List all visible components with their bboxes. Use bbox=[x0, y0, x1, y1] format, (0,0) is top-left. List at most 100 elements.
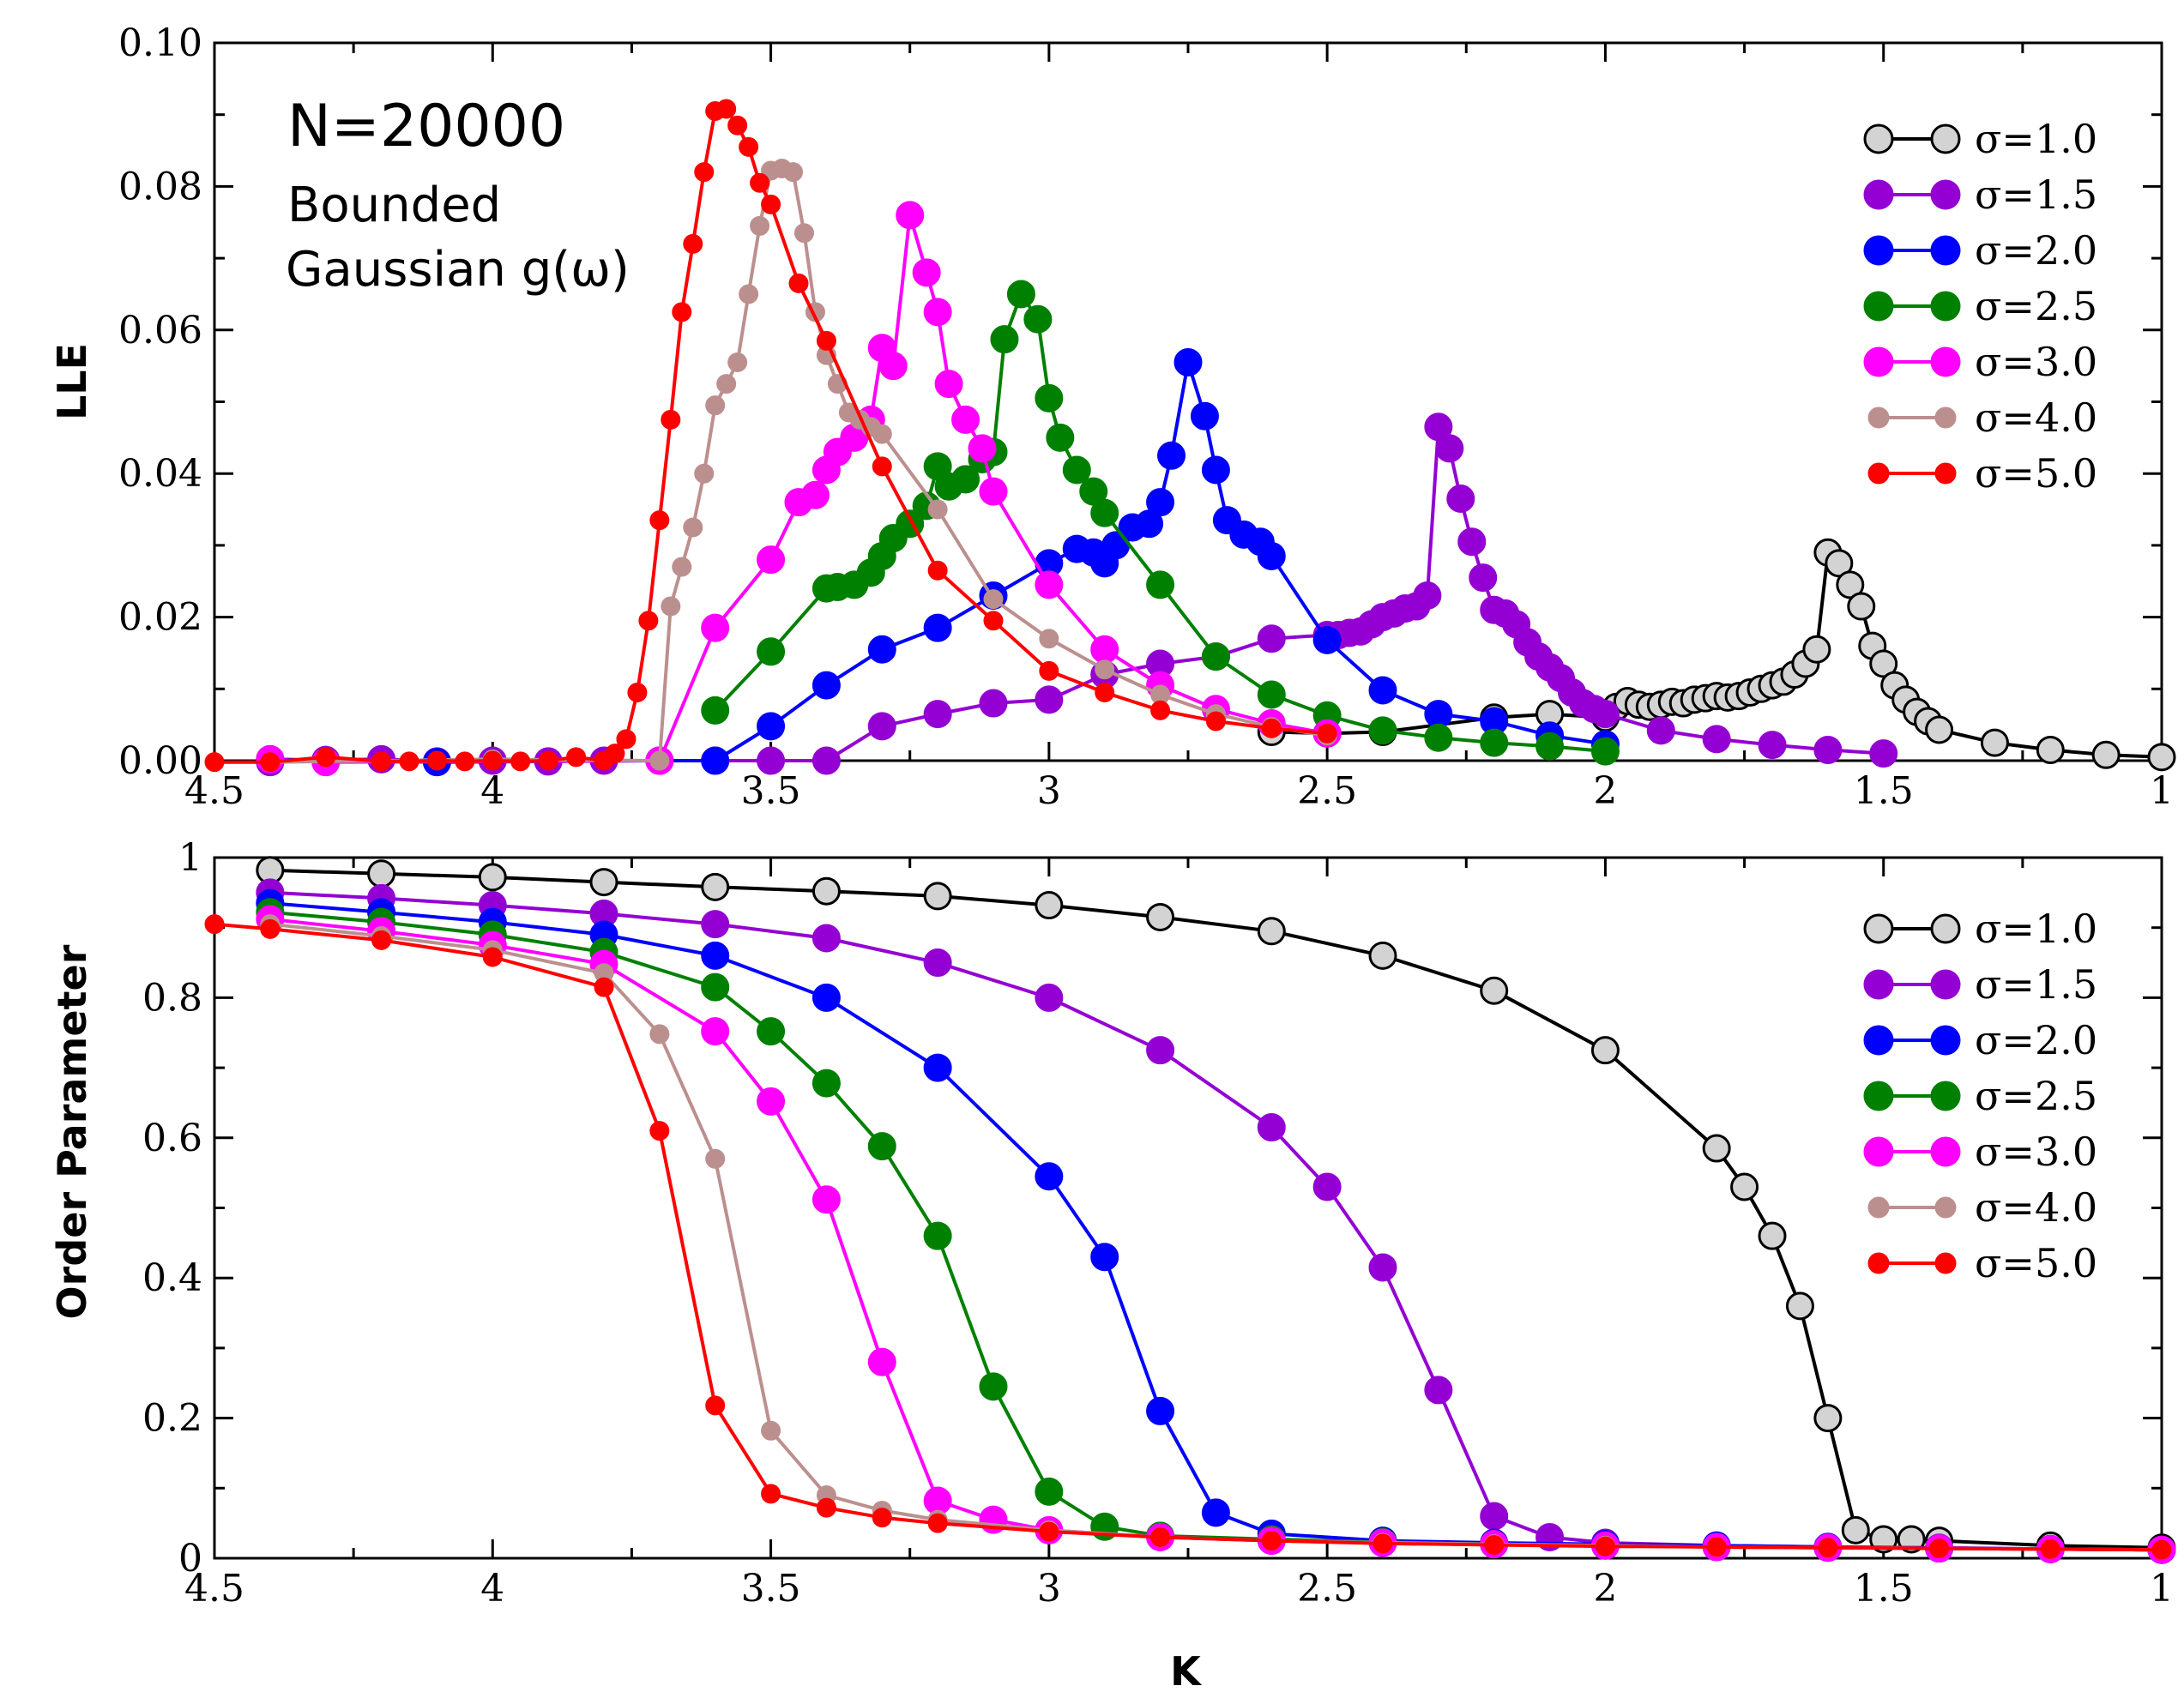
order-data-point bbox=[701, 941, 730, 970]
lle-data-point bbox=[1261, 718, 1282, 738]
lle-data-point bbox=[739, 136, 759, 157]
lle-y-tick-label: 0.00 bbox=[118, 739, 202, 783]
lle-data-point bbox=[757, 712, 786, 741]
lle-data-point bbox=[872, 424, 892, 444]
lle-data-point bbox=[2147, 743, 2176, 772]
lle-data-point bbox=[672, 557, 692, 577]
lle-data-point bbox=[1925, 715, 1954, 744]
lle-x-tick-label: 4 bbox=[480, 769, 504, 813]
lle-data-point bbox=[1006, 280, 1035, 309]
lle-data-point bbox=[1317, 723, 1337, 744]
order-data-point bbox=[811, 876, 841, 906]
order-legend-entry: σ=5.0 bbox=[1867, 1240, 2097, 1286]
lle-data-point bbox=[968, 434, 997, 463]
lle-data-point bbox=[1424, 700, 1453, 729]
lle-data-point bbox=[1023, 304, 1053, 334]
lle-legend-marker bbox=[1867, 462, 1890, 485]
lle-data-point bbox=[1035, 383, 1064, 412]
lle-data-point bbox=[979, 689, 1008, 718]
lle-series-3 bbox=[256, 347, 1620, 777]
order-data-point bbox=[757, 1017, 786, 1046]
lle-legend-marker bbox=[1863, 235, 1894, 266]
order-data-point bbox=[649, 1024, 670, 1045]
lle-data-point bbox=[867, 635, 896, 664]
order-data-point bbox=[1257, 1113, 1286, 1142]
order-data-point bbox=[1261, 1531, 1282, 1551]
order-data-point bbox=[1146, 902, 1175, 931]
lle-legend-marker bbox=[1930, 346, 1961, 377]
order-data-point bbox=[1035, 1477, 1064, 1506]
lle-data-point bbox=[1813, 735, 1843, 764]
lle-data-point bbox=[1368, 676, 1397, 705]
order-legend-label: σ=1.0 bbox=[1975, 906, 2097, 952]
order-data-point bbox=[1146, 1396, 1175, 1425]
lle-data-point bbox=[694, 162, 715, 183]
lle-data-point bbox=[727, 352, 748, 372]
order-data-point bbox=[1841, 1515, 1870, 1544]
lle-data-point bbox=[1150, 700, 1171, 720]
lle-data-point bbox=[990, 325, 1019, 354]
order-data-point bbox=[701, 1017, 730, 1046]
lle-data-point bbox=[923, 298, 952, 327]
lle-data-point bbox=[1095, 682, 1115, 702]
lle-data-point bbox=[455, 751, 475, 772]
lle-x-tick-label: 4.5 bbox=[184, 769, 244, 813]
lle-data-point bbox=[1146, 570, 1175, 599]
order-data-point bbox=[1595, 1536, 1615, 1556]
order-data-point bbox=[1424, 1376, 1453, 1405]
order-data-point bbox=[371, 930, 392, 950]
lle-y-tick-label: 0.08 bbox=[118, 165, 202, 208]
order-data-point bbox=[816, 1497, 836, 1518]
order-series-6 bbox=[260, 914, 2172, 1560]
order-data-point bbox=[1480, 976, 1509, 1005]
order-data-point bbox=[872, 1508, 892, 1528]
order-data-point bbox=[811, 1069, 841, 1098]
order-data-point bbox=[927, 1513, 948, 1533]
lle-data-point bbox=[2091, 740, 2121, 769]
lle-legend-marker bbox=[1934, 462, 1957, 485]
order-data-point bbox=[1257, 917, 1286, 946]
order-data-point bbox=[811, 924, 841, 953]
lle-data-point bbox=[750, 172, 770, 193]
lle-data-point bbox=[750, 215, 770, 236]
lle-series-7 bbox=[204, 99, 1337, 773]
order-legend-marker bbox=[1934, 1196, 1957, 1219]
lle-legend-marker bbox=[1867, 406, 1890, 429]
lle-legend-marker bbox=[1863, 179, 1894, 210]
lle-data-point bbox=[1039, 660, 1059, 681]
lle-data-point bbox=[872, 456, 892, 477]
lle-data-point bbox=[566, 747, 587, 768]
lle-data-point bbox=[1201, 642, 1230, 671]
order-legend-entry: σ=2.5 bbox=[1863, 1073, 2097, 1119]
lle-data-point bbox=[896, 201, 925, 230]
order-data-point bbox=[1590, 1036, 1620, 1065]
order-data-point bbox=[589, 868, 618, 897]
lle-data-point bbox=[739, 284, 759, 304]
order-legend-marker bbox=[1863, 969, 1894, 1000]
order-y-tick-label: 0.2 bbox=[142, 1397, 202, 1441]
order-data-point bbox=[923, 1053, 952, 1082]
order-legend-label: σ=3.0 bbox=[1975, 1129, 2097, 1175]
lle-legend-entry: σ=1.5 bbox=[1863, 172, 2097, 218]
lle-data-point bbox=[426, 750, 447, 771]
lle-data-point bbox=[694, 463, 715, 484]
order-series-7 bbox=[204, 914, 2172, 1560]
lle-legend-label: σ=1.5 bbox=[1975, 172, 2097, 218]
order-legend-label: σ=5.0 bbox=[1975, 1240, 2097, 1286]
lle-data-point bbox=[1469, 563, 1498, 593]
lle-x-tick-label: 1.5 bbox=[1854, 769, 1914, 813]
order-x-tick-label: 2.5 bbox=[1297, 1567, 1357, 1611]
lle-data-point bbox=[683, 517, 703, 538]
order-legend-marker bbox=[1934, 1252, 1957, 1274]
x-axis-title: K bbox=[1170, 1648, 1203, 1695]
order-data-point bbox=[1758, 1221, 1787, 1250]
order-legend-marker bbox=[1930, 969, 1961, 1000]
lle-legend-entry: σ=4.0 bbox=[1867, 394, 2097, 441]
lle-data-point bbox=[649, 510, 670, 531]
order-data-point bbox=[1929, 1538, 1950, 1559]
lle-data-point bbox=[1035, 570, 1064, 599]
order-legend-marker bbox=[1930, 913, 1961, 944]
lle-data-point bbox=[800, 480, 830, 509]
order-x-tick-label: 1.5 bbox=[1854, 1567, 1914, 1611]
lle-data-point bbox=[605, 744, 625, 764]
